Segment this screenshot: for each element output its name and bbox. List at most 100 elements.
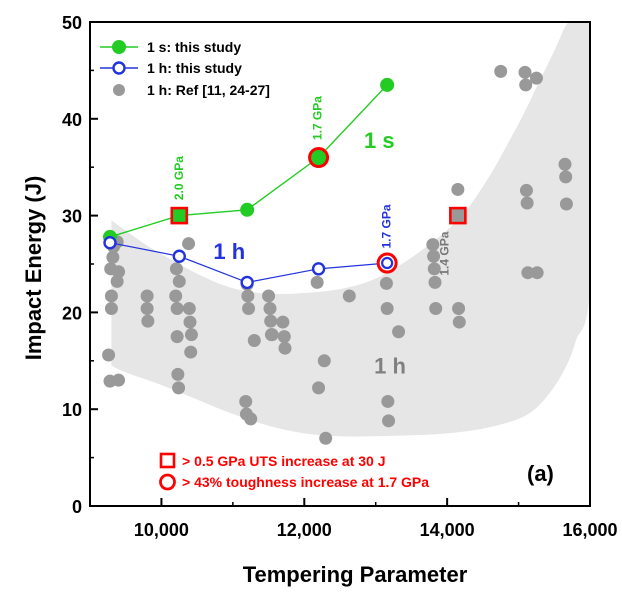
ref-point [494, 64, 508, 78]
series-1s-point [380, 77, 395, 92]
ref-point [382, 414, 396, 428]
note-circle-icon [159, 473, 176, 491]
series-1h-point [311, 262, 326, 276]
ref-point [265, 328, 279, 342]
ref-point [429, 302, 443, 316]
y-axis-title: Impact Energy (J) [21, 176, 46, 361]
ref-point [276, 315, 290, 329]
ref-point [380, 302, 394, 316]
ref-point [558, 157, 572, 171]
ref-point [426, 238, 440, 252]
legend-marker [113, 84, 125, 96]
ref-point [317, 354, 331, 368]
scatter-band-group [111, 22, 590, 437]
ref-point [140, 302, 154, 316]
notes-box: > 0.5 GPa UTS increase at 30 J > 43% toug… [159, 452, 429, 491]
ref-point [104, 289, 118, 303]
ref-point [184, 328, 198, 342]
annotation-label: 1.7 GPa [380, 204, 394, 248]
ref-point [530, 266, 544, 280]
ref-point [520, 196, 534, 210]
x-tick-label: 12,000 [277, 520, 332, 540]
ref-point [392, 325, 406, 339]
annotation-label: 1 h [374, 353, 406, 378]
x-axis-title: Tempering Parameter [243, 562, 468, 587]
ref-point [169, 262, 183, 276]
series-1s-point [240, 202, 255, 217]
ref-point [452, 302, 466, 316]
ref-point [244, 412, 258, 426]
y-tick-label: 30 [62, 207, 82, 227]
ref-point [263, 302, 277, 316]
ref-point [277, 330, 291, 344]
note-text: > 43% toughness increase at 1.7 GPa [182, 474, 429, 490]
ref-point [529, 71, 543, 85]
ref-point [169, 289, 183, 303]
x-tick-label: 10,000 [134, 520, 189, 540]
ref-point [278, 341, 292, 355]
y-tick-label: 50 [62, 13, 82, 33]
ref-point [427, 262, 441, 276]
legend: 1 s: this study 1 h: this study 1 h: Ref [… [100, 39, 270, 98]
series-1h-point [240, 275, 254, 290]
ref-point [110, 274, 124, 288]
ref-point [381, 394, 395, 408]
highlight-circle [308, 147, 330, 169]
ref-point [141, 314, 155, 328]
note-square-icon [159, 452, 176, 469]
ref-point [518, 65, 532, 79]
annotation-label: 1 s [364, 128, 395, 153]
series-1h-point [103, 236, 117, 250]
ref-point [452, 315, 466, 329]
ref-point [112, 265, 126, 279]
y-tick-label: 40 [62, 110, 82, 130]
ref-point [140, 289, 154, 303]
ref-point [242, 302, 256, 316]
note-text: > 0.5 GPa UTS increase at 30 J [182, 453, 386, 469]
highlight-markers-group [170, 147, 467, 274]
ref-point [247, 333, 261, 347]
ref-point [112, 373, 126, 387]
ref-point [379, 276, 393, 290]
annotation-label: 1.4 GPa [438, 231, 452, 275]
legend-label: 1 s: this study [147, 39, 241, 55]
legend-label: 1 h: Ref [11, 24-27] [147, 82, 270, 98]
legend-label: 1 h: this study [147, 60, 242, 76]
ref-point [559, 170, 573, 184]
ref-point [239, 394, 253, 408]
ref-point [241, 289, 255, 303]
ref-point [171, 367, 185, 381]
highlight-square [449, 206, 467, 225]
scatter-band [111, 22, 590, 437]
ref-point [183, 315, 197, 329]
ref-point [172, 274, 186, 288]
annotation-label: 2.0 GPa [172, 156, 186, 200]
legend-marker [112, 40, 126, 54]
ref-point [312, 381, 326, 395]
y-tick-label: 10 [62, 400, 82, 420]
annotation-label: 1.7 GPa [310, 96, 324, 140]
ref-point [519, 78, 533, 92]
panel-label: (a) [527, 461, 554, 486]
ref-point [182, 237, 196, 251]
series-1h-point-overlay [381, 256, 394, 270]
ref-point [170, 330, 184, 344]
y-tick-label: 0 [72, 497, 82, 517]
x-tick-label: 14,000 [420, 520, 475, 540]
ref-point [427, 249, 441, 263]
ref-point [262, 289, 276, 303]
ref-point [104, 302, 118, 316]
ref-point [182, 302, 196, 316]
ref-point [521, 266, 535, 280]
ref-point [428, 275, 442, 289]
ref-point [319, 431, 333, 445]
series-1h-point [172, 249, 186, 263]
ref-point [102, 348, 116, 362]
legend-marker [112, 61, 126, 75]
ref-point [519, 183, 533, 197]
highlight-square [170, 206, 189, 225]
annotations-group: 2.0 GPa 1.7 GPa 1.7 GPa 1.4 GPa 1 s 1 h 1 h [172, 96, 452, 379]
ref-point [170, 302, 184, 316]
